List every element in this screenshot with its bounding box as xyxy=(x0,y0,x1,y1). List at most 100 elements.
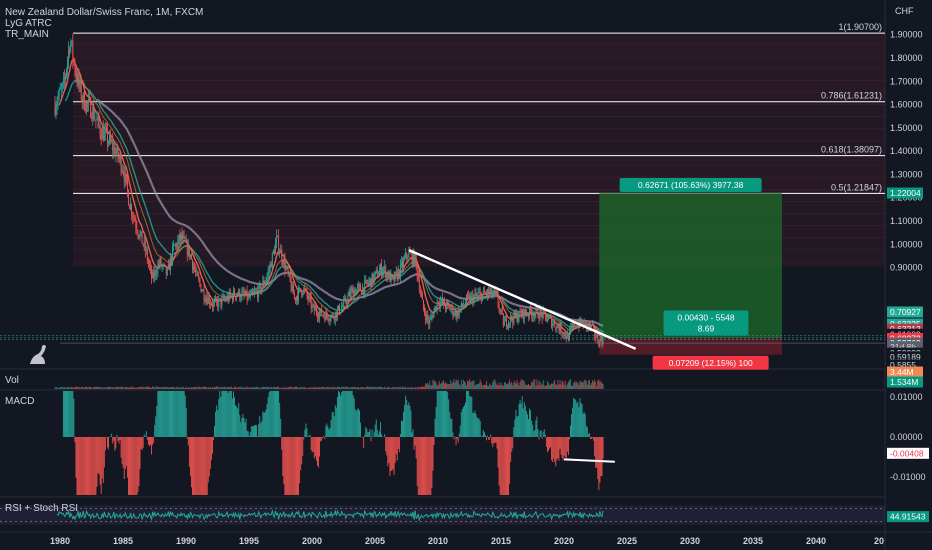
macd-histogram-bar xyxy=(160,391,162,437)
macd-histogram-bar xyxy=(185,407,187,437)
indicator-label-lyg-atrc[interactable]: LyG ATRC xyxy=(5,18,52,29)
candle-body xyxy=(62,78,64,84)
candle-body xyxy=(485,292,486,294)
macd-histogram-bar xyxy=(300,437,302,471)
candle-body xyxy=(533,314,535,317)
candle-body xyxy=(141,231,143,244)
candle-body xyxy=(521,309,523,316)
macd-histogram-bar xyxy=(344,391,346,437)
volume-bar xyxy=(597,380,599,389)
volume-bar xyxy=(90,386,92,389)
volume-bar xyxy=(421,386,422,389)
candle-body xyxy=(162,264,164,266)
volume-bar xyxy=(220,387,222,389)
candle-body xyxy=(201,290,203,292)
volume-bar xyxy=(435,382,437,389)
candle-body xyxy=(546,320,548,322)
fib-level-label: 1(1.90700) xyxy=(838,22,882,32)
macd-histogram-bar xyxy=(202,437,204,495)
candle-body xyxy=(560,323,562,333)
candle-body xyxy=(175,243,177,246)
volume-bar xyxy=(78,386,80,389)
macd-histogram-bar xyxy=(451,418,453,437)
time-axis-tick: 2035 xyxy=(743,536,763,546)
candle-body xyxy=(103,131,105,141)
candle-body xyxy=(209,304,211,305)
macd-histogram-bar xyxy=(492,437,494,448)
macd-histogram-bar xyxy=(115,437,117,449)
macd-histogram-bar xyxy=(147,437,149,445)
time-axis-tick: 1985 xyxy=(113,536,133,546)
candle-body xyxy=(110,135,112,142)
volume-bars-group xyxy=(54,379,604,389)
macd-histogram-bar xyxy=(539,431,541,437)
macd-histogram-bar xyxy=(332,412,334,437)
volume-bar xyxy=(469,379,471,389)
volume-bar xyxy=(175,387,177,389)
volume-bar xyxy=(374,386,376,389)
volume-bar xyxy=(346,386,348,389)
candle-body xyxy=(287,267,289,274)
macd-pane-label[interactable]: MACD xyxy=(5,396,35,407)
candle-body xyxy=(360,285,361,291)
candle-body xyxy=(120,156,122,172)
candle-body xyxy=(250,290,252,294)
macd-histogram-bar xyxy=(136,437,138,495)
macd-histogram-bar xyxy=(275,391,276,437)
macd-histogram-bar xyxy=(559,437,561,449)
macd-histogram-bar xyxy=(399,434,401,437)
candle-body xyxy=(448,303,450,306)
macd-histogram-bar xyxy=(327,426,329,437)
candle-body xyxy=(65,76,66,80)
macd-histogram-bar xyxy=(328,429,330,437)
macd-histogram-bar xyxy=(412,429,414,437)
indicator-label-tr-main[interactable]: TR_MAIN xyxy=(5,29,49,40)
candle-body xyxy=(260,284,262,292)
macd-axis-tick: 0.01000 xyxy=(890,392,923,402)
volume-bar xyxy=(544,385,546,389)
volume-bar xyxy=(476,384,478,389)
volume-bar xyxy=(150,387,151,389)
candle-body xyxy=(69,49,71,52)
volume-bar xyxy=(188,387,190,389)
macd-histogram-bar xyxy=(166,391,168,437)
svg-text:1.22004: 1.22004 xyxy=(890,188,921,198)
macd-histogram-bar xyxy=(418,437,420,495)
macd-histogram-bar xyxy=(291,437,293,495)
volume-bar xyxy=(208,387,210,389)
candle-body xyxy=(273,250,275,254)
volume-bar xyxy=(510,383,512,389)
candle-body xyxy=(92,107,94,120)
volume-bar xyxy=(215,386,217,389)
macd-histogram-bar xyxy=(97,437,99,474)
candle-body xyxy=(414,254,416,266)
rsi-pane-label[interactable]: RSI + Stoch RSI xyxy=(5,503,79,514)
macd-histogram-bar xyxy=(80,437,82,495)
macd-histogram-bar xyxy=(556,437,558,460)
volume-bar xyxy=(530,385,532,389)
candle-body xyxy=(410,253,412,255)
macd-histogram-bar xyxy=(234,397,235,437)
candle-body xyxy=(492,294,494,296)
volume-bar xyxy=(410,387,412,389)
volume-bar xyxy=(350,387,352,389)
volume-bar xyxy=(463,379,464,389)
macd-histogram-bar xyxy=(446,391,448,437)
macd-histogram-bar xyxy=(218,399,220,437)
macd-histogram-bar xyxy=(506,437,507,495)
macd-histogram-bar xyxy=(241,417,243,437)
macd-histogram-bar xyxy=(111,433,113,437)
macd-histogram-bar xyxy=(437,391,439,437)
macd-histogram-bar xyxy=(103,437,105,468)
volume-pane-label[interactable]: Vol xyxy=(5,375,19,386)
macd-histogram-bar xyxy=(335,407,337,437)
macd-histogram-bar xyxy=(392,437,394,470)
volume-bar xyxy=(163,387,165,389)
macd-histogram-bar xyxy=(68,391,70,437)
candle-body xyxy=(308,296,310,300)
time-axis-tick: 2015 xyxy=(491,536,511,546)
macd-histogram-bar xyxy=(95,437,97,495)
macd-histogram-bar xyxy=(272,391,274,437)
candle-body xyxy=(376,270,378,278)
